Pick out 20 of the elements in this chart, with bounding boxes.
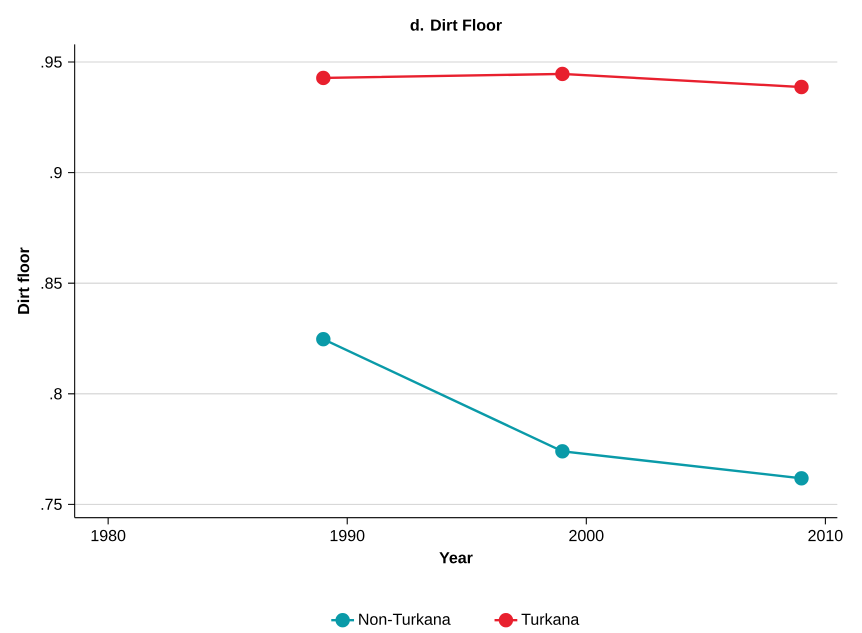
- x-tick-label: 2010: [808, 530, 843, 542]
- y-tick-label: .75: [42, 499, 62, 510]
- y-tick-label: .8: [50, 388, 62, 400]
- point: [316, 332, 331, 347]
- x-tick-label: 2000: [569, 530, 604, 542]
- x-tick-label: 1990: [330, 530, 364, 542]
- legend-label: Turkana: [522, 613, 580, 626]
- y-tick-label: .95: [42, 56, 62, 68]
- point: [794, 471, 809, 486]
- y-tick-label: .85: [42, 278, 62, 290]
- chart-title: d. Dirt Floor: [410, 19, 502, 31]
- x-tick-label: 1980: [92, 530, 126, 542]
- point: [555, 444, 570, 459]
- point: [555, 66, 570, 82]
- x-axis-title: Year: [439, 552, 473, 564]
- point: [316, 70, 331, 86]
- y-tick-label: .9: [50, 167, 62, 178]
- legend-label: Non-Turkana: [359, 613, 451, 626]
- y-axis-title: Dirt floor: [17, 248, 30, 314]
- point: [794, 80, 809, 94]
